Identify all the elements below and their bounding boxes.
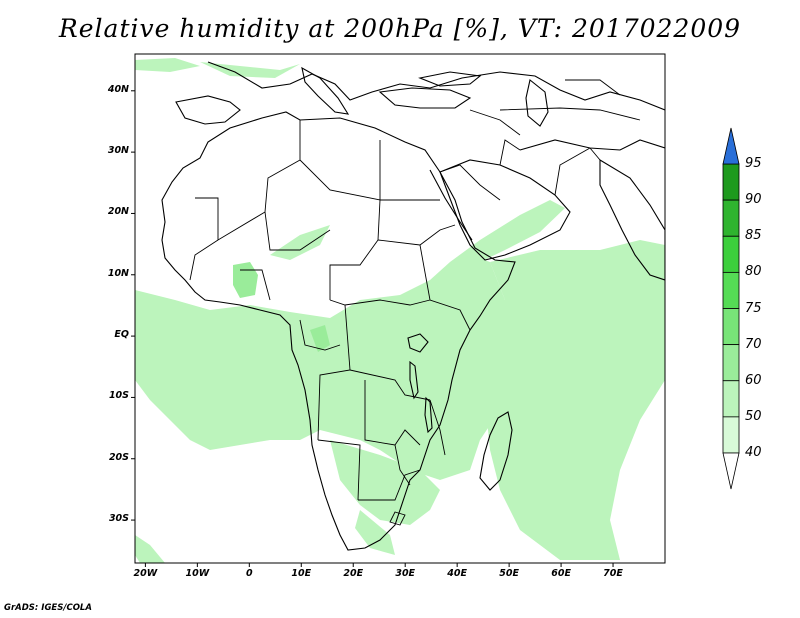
border-segment [317,304,351,441]
border-segment [419,244,471,331]
border-segment [317,439,361,501]
border-segment [240,269,271,301]
colorbar-label: 75 [745,300,762,316]
lake-tanganyika [409,360,419,400]
colorbar-segment [722,380,740,418]
humidity-core-patches [233,262,330,352]
border-segment [264,211,331,251]
humidity-core-central [310,325,330,352]
humidity-area-atlantic-wisp [135,58,200,72]
border-segment [358,469,421,501]
lake-victoria [407,333,429,353]
border-segment [499,107,641,121]
border-segment [439,164,501,201]
lat-label: 30N [107,145,129,157]
lon-label: 40E [447,568,468,579]
humidity-area-sahel-streak [270,225,330,260]
colorbar-segment [722,308,740,346]
border-segment [429,399,446,456]
lon-label: 20W [133,568,158,579]
humidity-area-east-streak [450,200,565,262]
colorbar-label: 50 [745,408,762,424]
country-borders [189,79,641,526]
lat-label: 20N [107,206,129,218]
lon-label: 50E [499,568,519,579]
humidity-area-central-africa [135,255,520,480]
lat-label: 40N [107,83,129,95]
border-segment [377,224,456,246]
lon-label: 30E [395,568,416,579]
border-segment [389,511,406,526]
humidity-area-sw-tail [135,535,165,563]
colorbar-label: 70 [745,336,762,352]
caspian-coastline [525,79,549,127]
colorbar-segment [722,416,740,454]
lat-label: 10S [108,390,129,402]
black-sea-coastline [418,71,482,87]
border-segment [469,109,521,136]
lon-label: 70E [603,568,623,579]
red-sea-west [429,169,473,241]
footer-credit: GrADS: IGES/COLA [4,603,92,613]
humidity-area-indian-ocean [485,240,665,560]
border-segment [554,147,591,196]
border-segment [589,147,601,161]
iberia-coastline [175,95,241,125]
lat-label: EQ [114,329,129,341]
humidity-area-south-streak [355,510,395,555]
lon-label: 10W [185,568,210,579]
colorbar-label: 40 [745,445,762,460]
colorbar-label: 90 [745,192,762,208]
humidity-area-southern-africa [330,440,440,525]
colorbar-label: 85 [745,228,762,244]
humidity-area-north-wisp [200,62,300,78]
border-segment [189,239,219,281]
colorbar-segment [722,235,740,273]
lat-label: 20S [108,451,129,463]
humidity-shading [135,58,665,563]
lon-label: 20E [343,568,364,579]
lon-label: 0 [246,568,253,579]
plot-frame [134,53,666,564]
border-segment [499,139,521,166]
border-segment [195,120,301,241]
italy-coastline [301,66,350,115]
border-segment [329,299,431,306]
turkey-coastline [378,87,472,109]
madagascar-coastline [479,411,513,491]
lat-ticks [131,90,135,521]
colorbar-label: 60 [745,372,762,388]
border-segment [329,199,381,300]
colorbar-under-arrow [722,452,740,490]
border-segment [394,444,411,486]
humidity-core-west-africa [233,262,258,298]
iran-coastline [519,139,665,151]
border-segment [299,140,381,201]
lon-label: 60E [551,568,571,579]
india-coastline [599,159,665,281]
lat-label: 10N [107,267,129,279]
lat-label: 30S [108,513,129,525]
lon-label: 10E [291,568,312,579]
colorbar-label: 95 [745,156,762,171]
colorbar-segment [722,199,740,237]
border-segment [299,319,341,351]
colorbar-segment [722,344,740,382]
lon-ticks [144,563,614,567]
colorbar-over-arrow [722,127,740,165]
border-segment [349,369,431,401]
colorbar [722,127,740,490]
lake-malawi [424,396,433,434]
colorbar-label: 80 [745,264,762,280]
colorbar-segment [722,271,740,309]
colorbar-segment [722,163,740,201]
map-title: Relative humidity at 200hPa [%], VT: 201… [58,14,742,43]
border-segment [565,79,621,96]
europe-coastline [207,61,665,111]
